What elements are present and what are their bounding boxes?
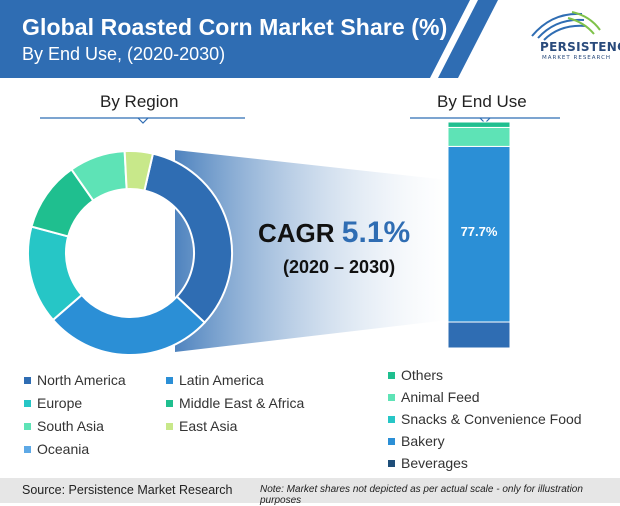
cagr-period: (2020 – 2030) <box>283 257 396 277</box>
chart-title: Global Roasted Corn Market Share (%) <box>22 14 448 40</box>
legend-item: Middle East & Africa <box>166 395 304 411</box>
cagr-value: 5.1% <box>341 216 411 249</box>
chart-canvas: 77.7% <box>27 117 560 356</box>
legend-item: South Asia <box>24 418 104 434</box>
legend-label: Middle East & Africa <box>179 395 305 411</box>
legend-label: Beverages <box>401 455 468 471</box>
logo-subtitle: MARKET RESEARCH <box>542 55 612 61</box>
cagr-label: CAGR <box>258 218 335 248</box>
legend-swatch <box>166 422 173 430</box>
region-bracket <box>40 117 245 124</box>
header-stripe <box>438 0 498 78</box>
header-background <box>0 0 498 78</box>
legend-item: Snacks & Convenience Food <box>388 411 582 427</box>
logo-name: PERSISTENCE <box>540 40 620 54</box>
legend-item: Others <box>388 367 443 383</box>
enduse-section-label: By End Use <box>437 92 527 111</box>
legend-label: Latin America <box>179 372 264 388</box>
legend-item: North America <box>24 372 126 388</box>
legend-swatch <box>166 376 173 384</box>
legend-label: East Asia <box>179 418 238 434</box>
legend-swatch <box>388 459 395 467</box>
bar-data-label: 77.7% <box>461 224 498 239</box>
legend-label: Bakery <box>401 433 445 449</box>
bar-segment-beverages <box>447 321 511 349</box>
legend-swatch <box>388 393 395 401</box>
legend-label: Oceania <box>37 441 90 457</box>
source-text: Source: Persistence Market Research <box>22 483 233 497</box>
legend-item: Europe <box>24 395 82 411</box>
legend-swatch <box>24 422 31 430</box>
legend-swatch <box>24 376 31 384</box>
note-text: Note: Market shares not depicted as per … <box>260 484 583 506</box>
connector-beam <box>175 150 448 352</box>
legend-label: North America <box>37 372 126 388</box>
region-donut <box>27 150 233 356</box>
legend-swatch <box>24 399 31 407</box>
donut-slice-east-asia <box>123 150 155 192</box>
header-banner: Global Roasted Corn Market Share (%) By … <box>0 0 620 78</box>
legend-item: Oceania <box>24 441 89 457</box>
bar-segment-animal-feed <box>447 126 511 147</box>
legend-swatch <box>166 399 173 407</box>
chart-subtitle: By End Use, (2020-2030) <box>22 44 226 64</box>
legend-swatch <box>24 445 31 453</box>
legend-label: Others <box>401 367 444 383</box>
legend-swatch <box>388 371 395 379</box>
legend-label: Animal Feed <box>401 389 480 405</box>
legend-item: Animal Feed <box>388 389 480 405</box>
footer-bar: Source: Persistence Market Research Note… <box>0 478 620 506</box>
donut-slice-north-america <box>143 152 233 324</box>
legend-label: Europe <box>37 395 83 411</box>
legend-item: Beverages <box>388 455 468 471</box>
enduse-stacked-bar: 77.7% <box>447 121 511 349</box>
bar-segment-others <box>447 121 511 128</box>
legend-label: Snacks & Convenience Food <box>401 411 582 427</box>
legend-item: Latin America <box>166 372 264 388</box>
legend-item: East Asia <box>166 418 237 434</box>
header-blue-panel <box>0 0 470 78</box>
legend-item: Bakery <box>388 433 445 449</box>
region-section-label: By Region <box>100 92 179 111</box>
cagr-callout: CAGR 5.1% <box>258 216 410 250</box>
bar-segment-snacks-convenience-food <box>447 145 511 323</box>
legend-swatch <box>388 415 395 423</box>
legend-label: South Asia <box>37 418 104 434</box>
legend-swatch <box>388 437 395 445</box>
persistence-logo-icon <box>531 11 601 41</box>
